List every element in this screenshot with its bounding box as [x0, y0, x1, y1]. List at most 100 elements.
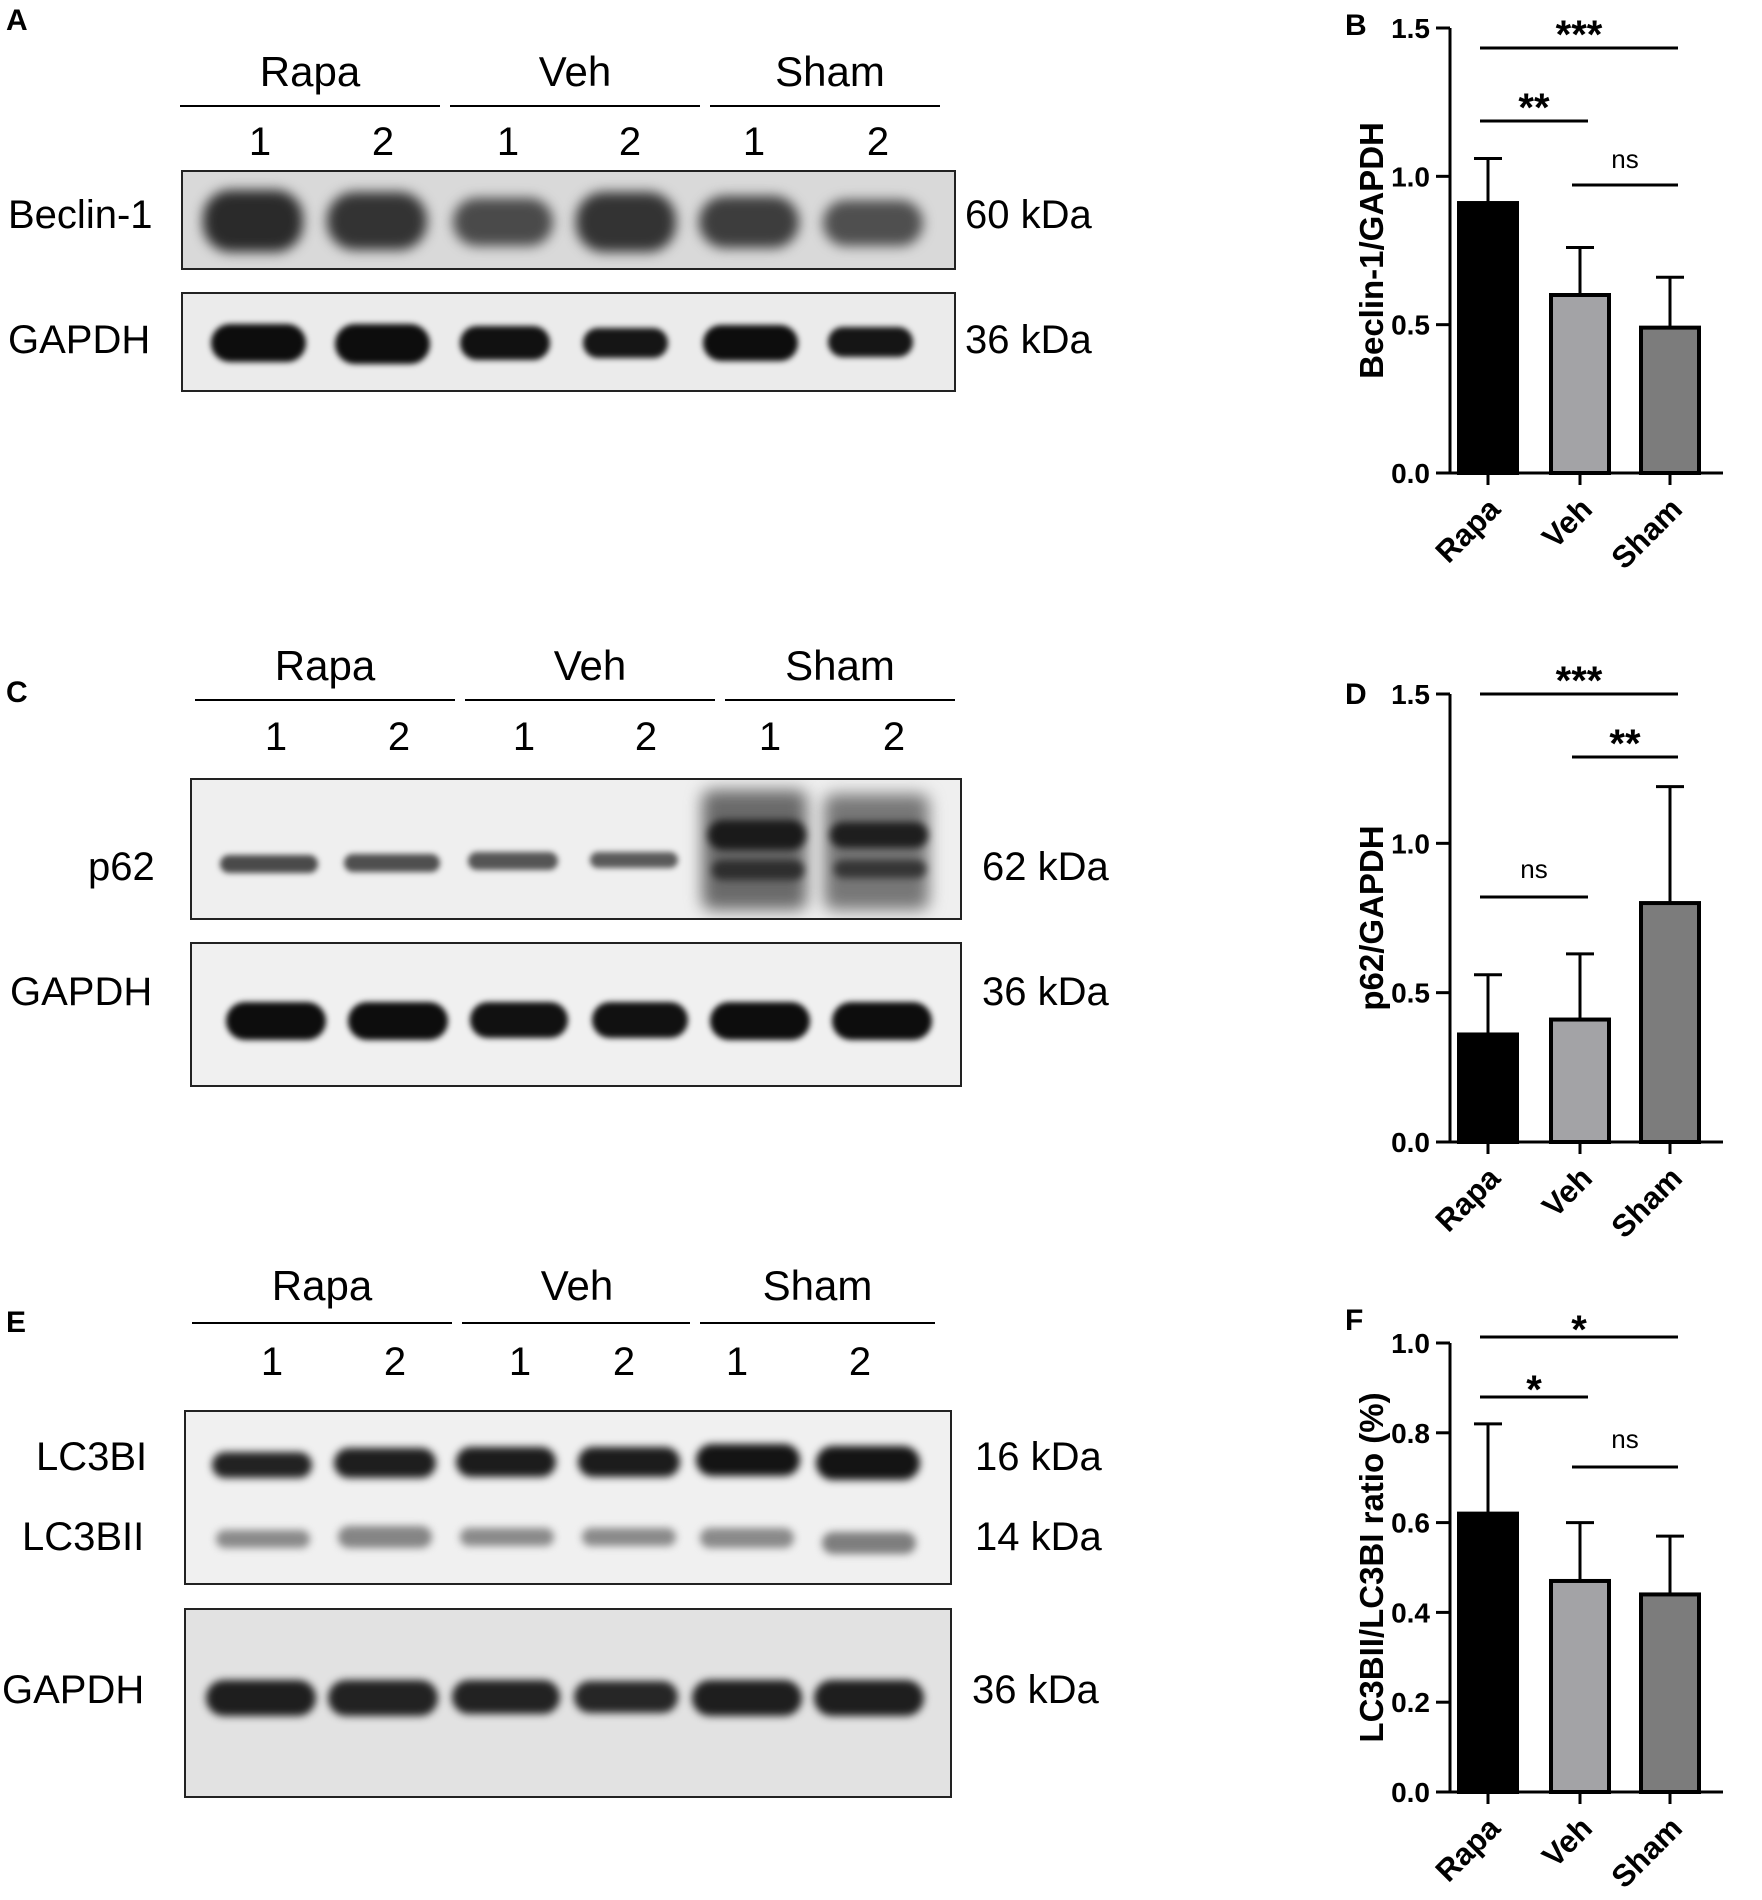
bar	[1457, 201, 1519, 476]
y-axis-label: p62/GAPDH	[1353, 825, 1390, 1010]
panel-letter: B	[1345, 9, 1367, 42]
size-marker-14kda: 14 kDa	[975, 1515, 1102, 1559]
y-tick-label: 1.5	[1391, 13, 1430, 44]
y-tick-label: 0.8	[1391, 1418, 1430, 1449]
bar	[1549, 1578, 1611, 1794]
y-tick-label: 0.5	[1391, 978, 1430, 1009]
blot-image-lc3b	[184, 1410, 952, 1585]
lane-label: 2	[387, 715, 411, 759]
band	[828, 327, 913, 357]
protein-label-gapdh: GAPDH	[8, 318, 151, 362]
protein-label-beclin-1: Beclin-1	[8, 193, 153, 237]
x-tick-label: Rapa	[1429, 1160, 1508, 1239]
significance-label: *	[1526, 1368, 1542, 1412]
band	[814, 1680, 924, 1716]
x-tick-label: Veh	[1535, 1810, 1599, 1874]
y-tick-label: 0.0	[1391, 1777, 1430, 1808]
band	[452, 1680, 560, 1714]
size-marker-36kda: 36 kDa	[972, 1668, 1099, 1712]
band	[832, 1002, 932, 1040]
band	[590, 852, 678, 868]
protein-label-gapdh: GAPDH	[10, 970, 153, 1014]
lane-label: 2	[634, 715, 658, 759]
lane-label: 1	[758, 715, 782, 759]
lane-label: 2	[866, 120, 890, 164]
y-tick-label: 0.0	[1391, 458, 1430, 489]
significance-label: ***	[1556, 13, 1603, 57]
band	[453, 198, 553, 246]
panel-letter-c: C	[6, 676, 28, 709]
group-underline	[465, 699, 715, 701]
bar	[1549, 1017, 1611, 1145]
group-label-rapa: Rapa	[271, 1262, 373, 1309]
band	[328, 1680, 438, 1716]
band	[700, 1528, 794, 1548]
size-marker-36kda: 36 kDa	[965, 318, 1092, 362]
group-label-veh: Veh	[540, 1262, 614, 1309]
y-axis-label: Beclin-1/GAPDH	[1353, 122, 1390, 379]
y-tick-label: 1.0	[1391, 1328, 1430, 1359]
bar	[1549, 293, 1611, 475]
size-marker-16kda: 16 kDa	[975, 1435, 1102, 1479]
band	[692, 1680, 802, 1716]
band	[703, 325, 798, 361]
y-tick-label: 0.5	[1391, 310, 1430, 341]
blot-image-beclin-1	[181, 170, 956, 270]
group-label-sham: Sham	[775, 48, 885, 95]
band	[576, 192, 676, 252]
lane-label: 2	[618, 120, 642, 164]
y-tick-label: 1.0	[1391, 828, 1430, 859]
y-axis-label: LC3BII/LC3BI ratio (%)	[1353, 1392, 1390, 1742]
protein-label-gapdh: GAPDH	[2, 1668, 145, 1712]
band	[816, 1446, 920, 1480]
band	[592, 1002, 688, 1038]
y-tick-label: 0.0	[1391, 1127, 1430, 1158]
panel-letter-e: E	[6, 1306, 27, 1339]
band	[216, 1530, 310, 1548]
lane-label: 1	[264, 715, 288, 759]
chart-d: D 0.0 0.5 1.0 1.5 p62/GAPDH Rapa Veh Sham ***** ns	[1345, 659, 1723, 1245]
significance-label: **	[1518, 86, 1550, 130]
size-marker-36kda: 36 kDa	[982, 970, 1109, 1014]
bar	[1639, 325, 1701, 475]
y-tick-label: 0.6	[1391, 1508, 1430, 1539]
group-label-rapa: Rapa	[274, 642, 376, 689]
y-tick-label: 0.2	[1391, 1687, 1430, 1718]
band	[203, 190, 303, 252]
significance-label: **	[1609, 722, 1641, 766]
band	[334, 1448, 436, 1478]
significance-label: ns	[1611, 144, 1638, 174]
group-underline	[450, 105, 700, 107]
significance-label: ns	[1520, 854, 1547, 884]
band	[834, 860, 926, 878]
band	[710, 1002, 810, 1040]
blot-image-gapdh	[184, 1608, 952, 1798]
lane-label: 2	[882, 715, 906, 759]
band	[699, 196, 799, 248]
band	[583, 328, 668, 358]
band	[211, 324, 306, 362]
group-underline	[710, 105, 940, 107]
band	[824, 794, 929, 910]
group-underline	[180, 105, 440, 107]
band	[702, 790, 807, 910]
y-tick-label: 1.0	[1391, 161, 1430, 192]
band	[574, 1681, 678, 1713]
band	[212, 1452, 312, 1478]
x-tick-label: Rapa	[1429, 491, 1508, 570]
group-underline	[462, 1322, 690, 1324]
bar	[1639, 1592, 1701, 1794]
lane-label: 2	[848, 1340, 872, 1384]
group-underline	[700, 1322, 935, 1324]
band	[708, 820, 806, 850]
group-label-sham: Sham	[785, 642, 895, 689]
band	[456, 1447, 556, 1477]
protein-label-p62: p62	[88, 845, 155, 889]
lane-label: 2	[383, 1340, 407, 1384]
band	[220, 855, 318, 873]
group-label-veh: Veh	[553, 642, 627, 689]
lane-label: 1	[248, 120, 272, 164]
significance-label: *	[1571, 1308, 1587, 1352]
band	[578, 1447, 680, 1477]
